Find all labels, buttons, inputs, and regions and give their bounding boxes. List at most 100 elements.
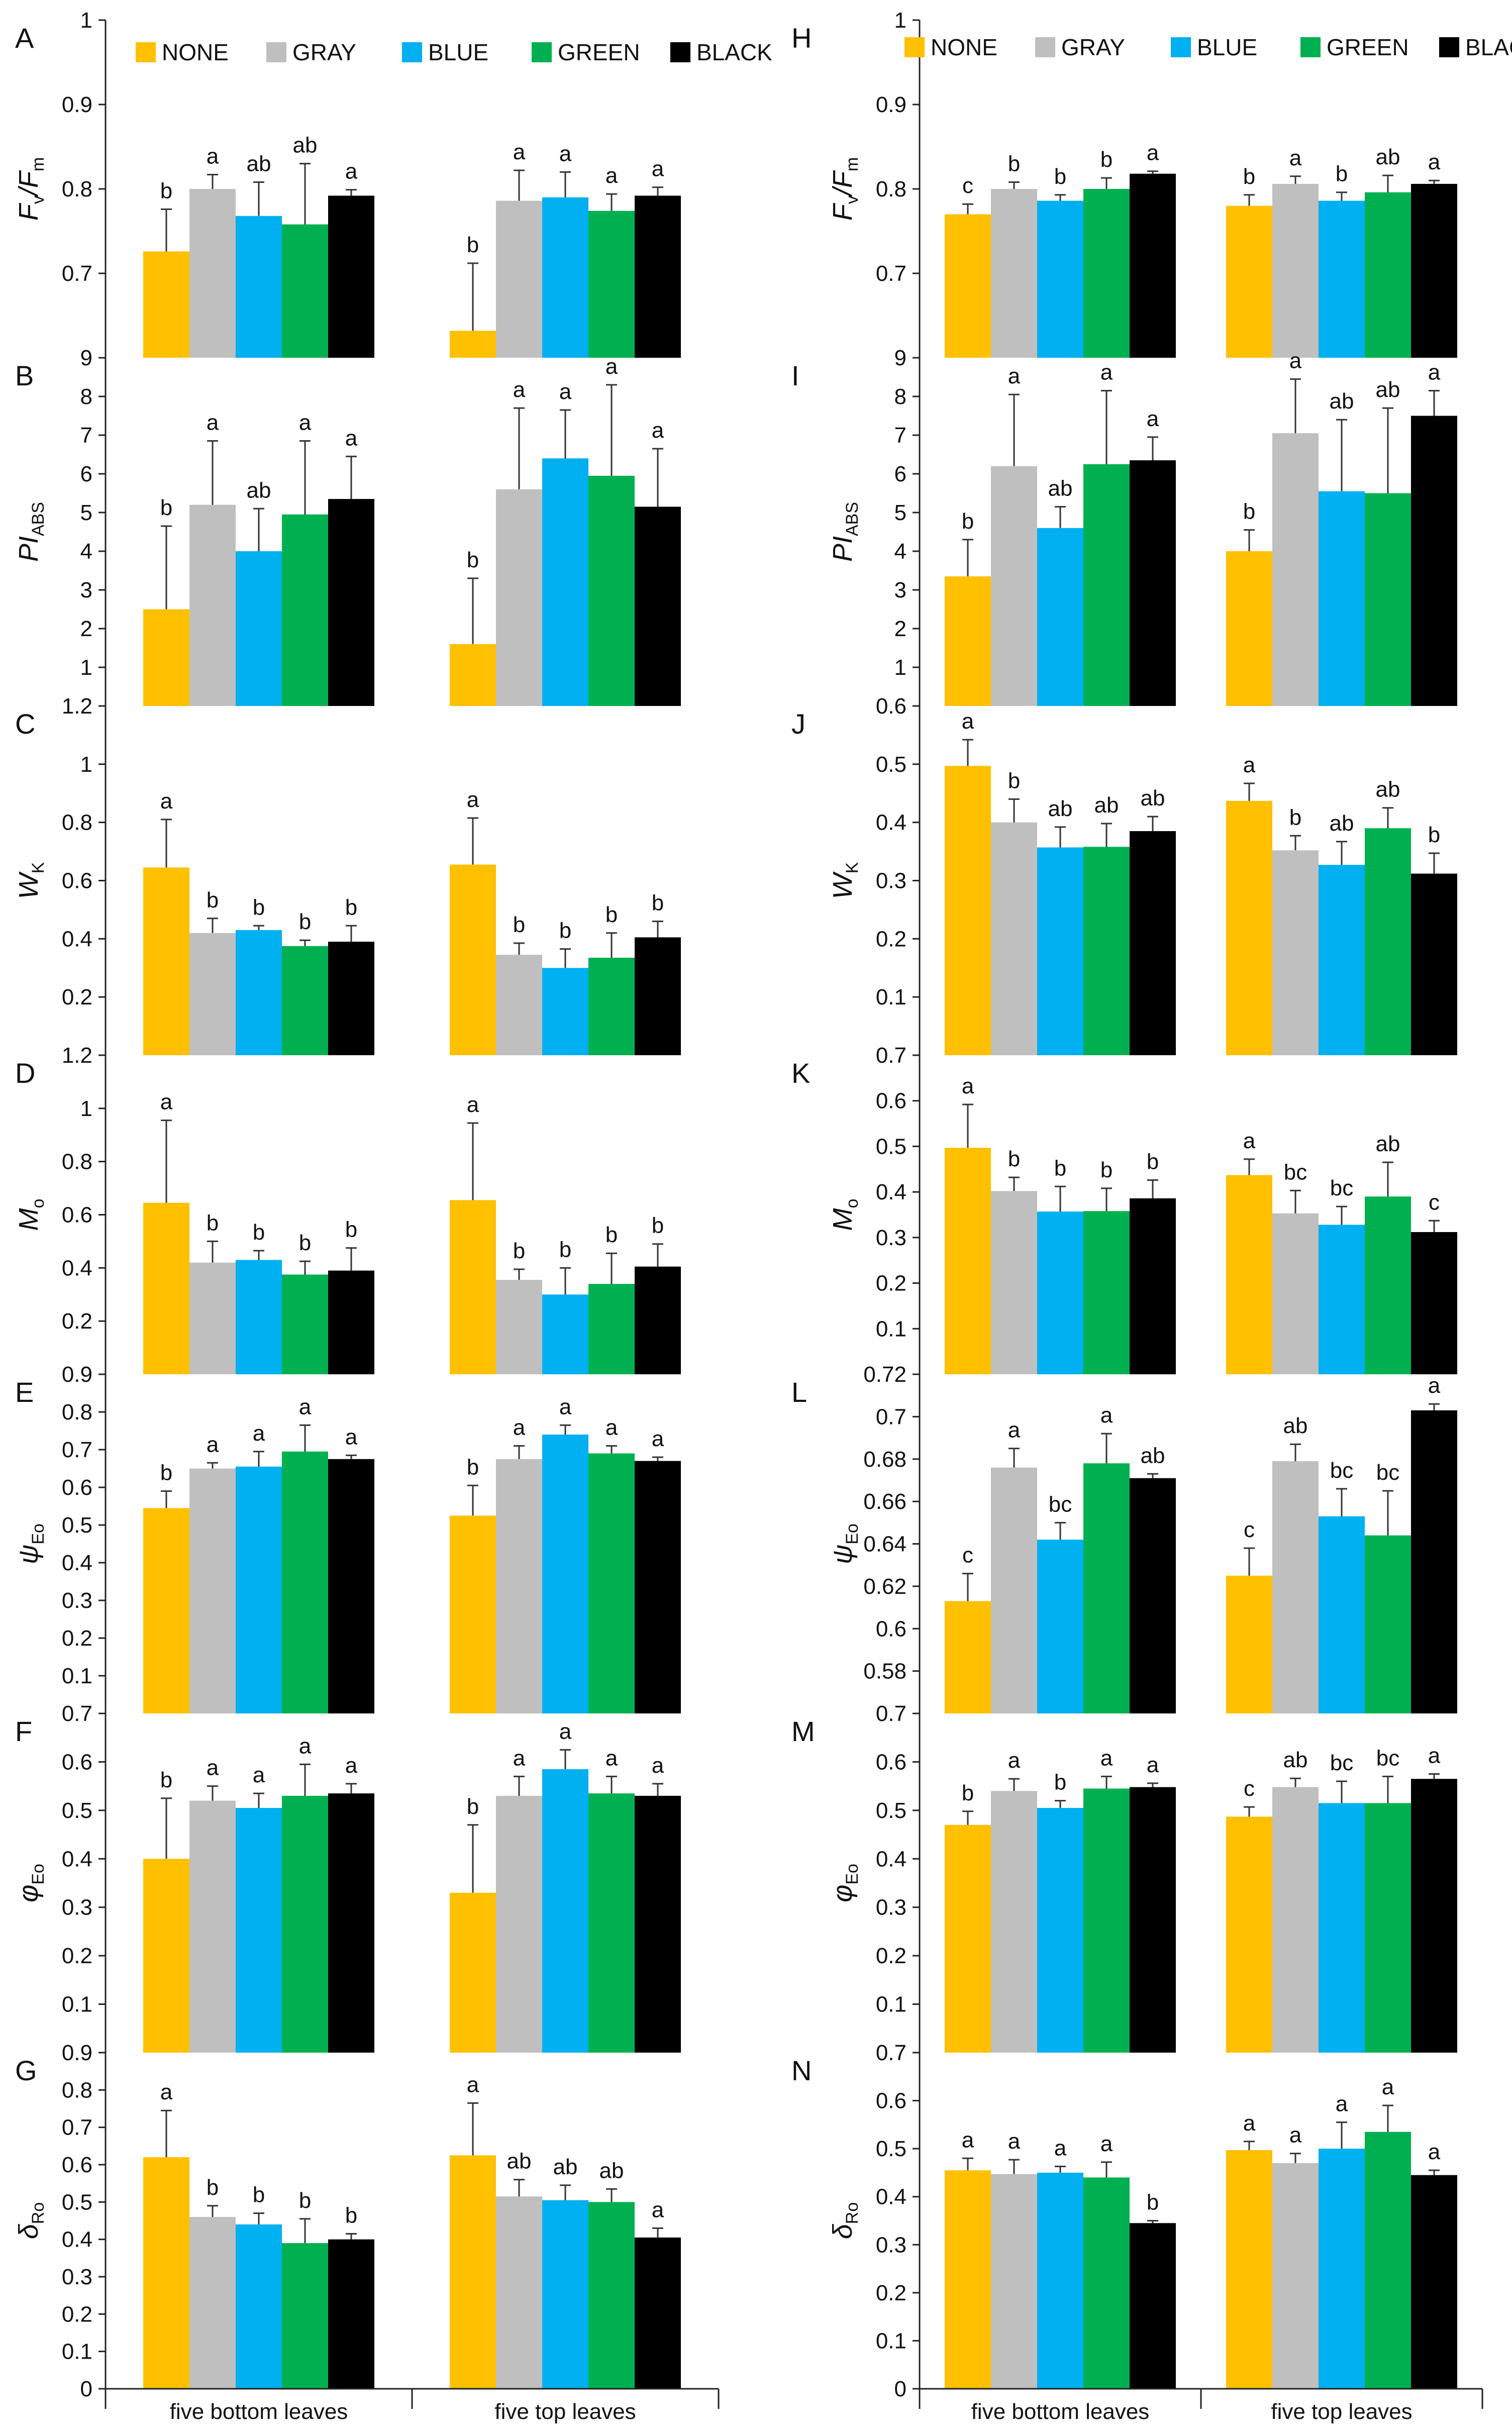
bar-black bbox=[635, 1461, 681, 1713]
y-tick-label: 0.6 bbox=[876, 1750, 906, 1774]
significance-label: bc bbox=[1049, 1492, 1072, 1516]
y-axis-label-part: φ bbox=[828, 1885, 858, 1902]
y-tick-label: 0.1 bbox=[62, 1664, 92, 1688]
significance-label: b bbox=[1289, 805, 1301, 830]
y-axis-label-part: M bbox=[828, 1208, 858, 1231]
y-tick-label: 1 bbox=[80, 655, 92, 680]
bar-black bbox=[1411, 873, 1457, 1055]
y-tick-label: 0.2 bbox=[62, 1309, 92, 1334]
y-axis-label-subscript: Ro bbox=[843, 2202, 862, 2224]
bar-blue bbox=[1037, 1808, 1083, 2053]
bar-gray bbox=[496, 955, 542, 1055]
significance-label: ab bbox=[247, 152, 271, 176]
significance-label: b bbox=[345, 1218, 357, 1242]
bar-gray bbox=[1272, 2163, 1319, 2389]
x-category-label: five top leaves bbox=[1271, 2399, 1412, 2424]
y-tick-label: 0.2 bbox=[876, 2281, 906, 2305]
bar-none bbox=[450, 1892, 496, 2053]
y-tick-label: 0.6 bbox=[62, 1750, 92, 1774]
significance-label: a bbox=[606, 1746, 618, 1770]
significance-label: bc bbox=[1376, 1460, 1399, 1485]
bar-black bbox=[1411, 416, 1457, 706]
bar-blue bbox=[1319, 865, 1365, 1055]
bar-green bbox=[588, 1453, 635, 1713]
y-tick-label: 0.9 bbox=[876, 92, 906, 117]
bar-green bbox=[1365, 1535, 1411, 1713]
y-tick-label: 0.4 bbox=[876, 810, 906, 835]
y-tick-label: 3 bbox=[80, 578, 92, 602]
significance-label: a bbox=[345, 1425, 358, 1449]
significance-label: b bbox=[207, 2175, 219, 2200]
significance-label: a bbox=[467, 1092, 479, 1117]
y-tick-label: 0.7 bbox=[62, 261, 92, 286]
y-axis-label-subscript: o bbox=[29, 1199, 48, 1208]
bar-none bbox=[450, 1515, 496, 1713]
bar-gray bbox=[1272, 183, 1319, 358]
significance-label: a bbox=[1382, 2075, 1394, 2099]
significance-label: a bbox=[1147, 141, 1159, 165]
significance-label: a bbox=[606, 354, 618, 379]
bar-gray bbox=[1272, 1213, 1319, 1374]
y-axis-label-subscript: K bbox=[843, 862, 862, 873]
y-tick-label: 0.5 bbox=[62, 1513, 92, 1538]
panel-letter: K bbox=[791, 1057, 810, 1089]
significance-label: a bbox=[1428, 2140, 1441, 2164]
bar-black bbox=[1130, 831, 1176, 1055]
y-tick-label: 0.5 bbox=[62, 1798, 92, 1823]
legend-label: NONE bbox=[162, 39, 229, 65]
panel-letter: L bbox=[791, 1376, 807, 1408]
y-tick-label: 0.9 bbox=[62, 92, 92, 117]
significance-label: a bbox=[513, 1415, 526, 1440]
bar-green bbox=[588, 2202, 635, 2389]
y-tick-label: 7 bbox=[80, 423, 92, 448]
y-tick-label: 0 bbox=[80, 2377, 92, 2401]
bar-blue bbox=[1037, 1540, 1083, 1713]
bar-none bbox=[1226, 1575, 1272, 1713]
bar-none bbox=[450, 1200, 496, 1374]
significance-label: b bbox=[345, 2203, 357, 2228]
significance-label: a bbox=[606, 1415, 618, 1440]
bar-none bbox=[1226, 1816, 1272, 2053]
y-tick-label: 1 bbox=[894, 8, 906, 33]
y-tick-label: 0.7 bbox=[62, 2115, 92, 2140]
y-tick-label: 0.5 bbox=[62, 2190, 92, 2214]
significance-label: b bbox=[160, 495, 172, 520]
panel-letter: C bbox=[15, 708, 35, 740]
bar-none bbox=[143, 1508, 189, 1713]
y-tick-label: 4 bbox=[80, 539, 92, 564]
significance-label: a bbox=[345, 426, 358, 450]
bar-gray bbox=[991, 189, 1037, 358]
y-tick-label: 3 bbox=[894, 578, 906, 602]
legend-label: BLACK bbox=[696, 39, 772, 65]
significance-label: ab bbox=[1376, 377, 1400, 402]
bar-green bbox=[1083, 2177, 1130, 2389]
bar-gray bbox=[991, 2174, 1037, 2389]
bar-gray bbox=[496, 489, 542, 706]
bar-black bbox=[635, 506, 681, 706]
bar-blue bbox=[542, 1769, 588, 2053]
significance-label: a bbox=[1100, 2132, 1113, 2156]
legend-swatch-none bbox=[136, 42, 156, 62]
significance-label: b bbox=[606, 902, 618, 927]
panel-letter: H bbox=[791, 22, 812, 54]
y-tick-label: 1.2 bbox=[62, 694, 92, 719]
y-axis-label-subscript: ABS bbox=[29, 502, 48, 536]
y-tick-label: 9 bbox=[894, 346, 906, 370]
y-axis-label-part: /F bbox=[828, 170, 858, 197]
significance-label: bc bbox=[1330, 1751, 1353, 1775]
bar-blue bbox=[1319, 1225, 1365, 1374]
significance-label: b bbox=[1008, 152, 1020, 176]
y-tick-label: 0.2 bbox=[62, 2302, 92, 2326]
bar-none bbox=[450, 331, 496, 358]
significance-label: a bbox=[207, 1432, 219, 1457]
bar-gray bbox=[189, 1800, 236, 2053]
significance-label: b bbox=[467, 548, 479, 572]
significance-label: a bbox=[513, 140, 526, 164]
y-axis-label-subscript: v bbox=[29, 195, 48, 204]
y-tick-label: 0.3 bbox=[62, 1588, 92, 1613]
significance-label: a bbox=[1289, 348, 1302, 373]
bar-none bbox=[450, 644, 496, 706]
bar-none bbox=[945, 766, 991, 1055]
y-tick-label: 0.1 bbox=[876, 2328, 906, 2353]
